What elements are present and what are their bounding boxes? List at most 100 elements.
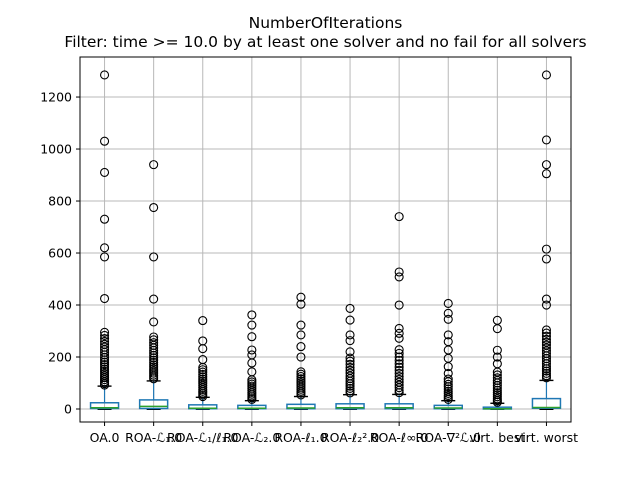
outlier-point xyxy=(541,254,552,264)
outlier-point xyxy=(345,383,355,394)
outlier-point xyxy=(541,294,552,304)
outlier-point xyxy=(198,391,208,402)
outlier-point xyxy=(100,355,110,365)
outlier-point xyxy=(149,317,159,327)
outlier-point xyxy=(345,379,355,389)
y-tick-label: 600 xyxy=(48,246,72,261)
outlier-point xyxy=(443,362,453,372)
outlier-point xyxy=(247,358,257,368)
outlier-point xyxy=(345,330,355,340)
outlier-point xyxy=(345,303,355,313)
outlier-point xyxy=(443,384,453,394)
y-tick-label: 400 xyxy=(48,298,72,313)
outlier-point xyxy=(541,328,552,338)
outlier-point xyxy=(100,243,110,253)
y-tick-label: 1000 xyxy=(40,142,72,157)
outlier-point xyxy=(149,345,159,356)
outlier-point xyxy=(492,378,502,388)
outlier-point xyxy=(443,298,453,309)
outlier-point xyxy=(394,371,404,382)
outlier-point xyxy=(394,212,404,222)
box xyxy=(384,403,414,410)
y-tick-label: 0 xyxy=(64,402,72,417)
outlier-point xyxy=(198,367,208,377)
outlier-point xyxy=(345,381,355,391)
box xyxy=(138,399,169,410)
box xyxy=(433,404,463,410)
outlier-point xyxy=(394,383,404,393)
outlier-point xyxy=(100,330,110,340)
outlier-point xyxy=(541,373,552,383)
outlier-point xyxy=(443,382,453,392)
outlier-point xyxy=(345,356,355,366)
outlier-point xyxy=(394,362,404,372)
outlier-point xyxy=(100,362,110,372)
y-tick-label: 1200 xyxy=(40,90,72,105)
x-tick-label: ROA-ℒ₁/ℓ₁.0 xyxy=(167,430,238,445)
outlier-point xyxy=(541,364,552,374)
outlier-point xyxy=(541,70,552,80)
x-tick-label: ROA-ℒ₂.0 xyxy=(223,430,280,445)
outlier-point xyxy=(198,365,208,375)
outlier-point xyxy=(443,377,453,387)
outlier-point xyxy=(443,308,453,318)
outlier-point xyxy=(394,272,404,282)
outlier-point xyxy=(394,365,404,375)
outlier-point xyxy=(100,350,110,360)
outlier-point xyxy=(149,202,159,213)
outlier-point xyxy=(541,244,552,254)
outlier-point xyxy=(296,352,306,362)
outlier-point xyxy=(492,397,502,407)
outlier-point xyxy=(296,342,306,352)
y-tick-label: 200 xyxy=(48,350,72,365)
box xyxy=(89,402,120,410)
outlier-point xyxy=(296,367,306,377)
outlier-point xyxy=(100,293,110,304)
outlier-point xyxy=(247,345,257,355)
x-tick-label: virt. best xyxy=(469,430,525,445)
outlier-point xyxy=(492,324,502,334)
outlier-point xyxy=(149,348,159,358)
x-tick-label: ROA-ℓ₂².0 xyxy=(321,430,379,445)
outlier-point xyxy=(541,366,552,376)
outlier-point xyxy=(296,330,306,340)
outlier-point xyxy=(492,381,502,391)
outlier-point xyxy=(492,352,502,362)
outlier-point xyxy=(541,325,552,335)
box xyxy=(531,397,562,409)
outlier-point xyxy=(100,167,110,177)
outlier-point xyxy=(149,252,159,262)
outlier-point xyxy=(443,330,453,340)
outlier-point xyxy=(149,374,159,384)
outlier-point xyxy=(541,169,552,179)
outlier-point xyxy=(100,352,110,363)
x-tick-label: virt. worst xyxy=(515,430,578,445)
y-tick-label: 800 xyxy=(48,194,72,209)
outlier-point xyxy=(149,294,159,304)
x-tick-label: ROA-ℓ₁.0 xyxy=(274,430,327,445)
outlier-point xyxy=(198,362,208,372)
outlier-point xyxy=(149,350,159,360)
outlier-point xyxy=(100,70,110,80)
outlier-point xyxy=(394,300,404,310)
outlier-point xyxy=(100,136,110,146)
chart-title: NumberOfIterations xyxy=(248,14,403,32)
outlier-point xyxy=(100,327,110,337)
outlier-point xyxy=(149,160,159,170)
outlier-point xyxy=(394,359,404,369)
outlier-point xyxy=(247,320,257,330)
outlier-point xyxy=(394,267,404,277)
x-tick-label: ROA-ℓ∞.0 xyxy=(370,430,429,445)
outlier-point xyxy=(100,357,110,367)
outlier-point xyxy=(492,385,502,395)
outlier-point xyxy=(149,353,159,363)
outlier-point xyxy=(443,394,453,404)
outlier-point xyxy=(149,357,159,368)
outlier-point xyxy=(100,214,110,224)
outlier-point xyxy=(492,345,502,355)
outlier-point xyxy=(345,362,355,372)
outlier-point xyxy=(198,372,208,382)
outlier-point xyxy=(541,334,552,344)
outlier-point xyxy=(100,380,110,390)
